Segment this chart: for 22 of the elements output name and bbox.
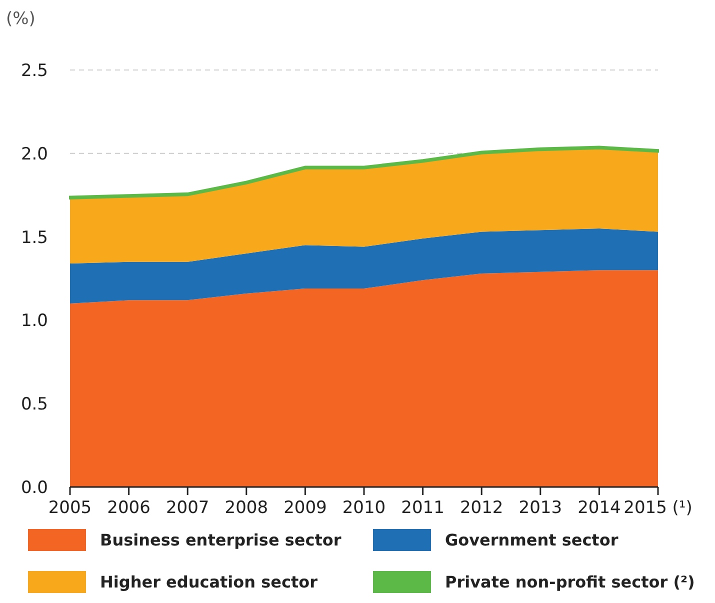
legend-label: Higher education sector — [100, 572, 318, 592]
y-tick-label: 0.0 — [20, 478, 48, 498]
y-tick-label: 2.5 — [20, 60, 48, 81]
y-tick-label: 0.5 — [20, 394, 48, 415]
y-tick-label: 1.0 — [20, 311, 48, 332]
x-tick-label: 2010 — [342, 498, 386, 518]
legend-label: Private non-profit sector (²) — [445, 572, 695, 592]
legend-label: Business enterprise sector — [100, 530, 342, 550]
x-tick-label: 2005 — [48, 498, 92, 518]
x-tick-label: 2011 — [401, 498, 444, 518]
x-tick-label: 2009 — [284, 498, 327, 518]
x-tick-label: 2008 — [224, 498, 268, 518]
legend-label: Government sector — [445, 530, 618, 550]
y-tick-label: 2.0 — [20, 144, 48, 164]
x-tick-label: 2015 (¹) — [624, 498, 692, 518]
y-axis-title: (%) — [6, 9, 36, 29]
x-tick-label: 2013 — [518, 498, 562, 518]
x-tick-label: 2014 — [578, 498, 621, 518]
y-tick-label: 1.5 — [20, 228, 48, 248]
x-tick-label: 2012 — [460, 498, 504, 518]
x-tick-label: 2006 — [107, 498, 150, 518]
x-tick-label: 2007 — [166, 498, 210, 518]
